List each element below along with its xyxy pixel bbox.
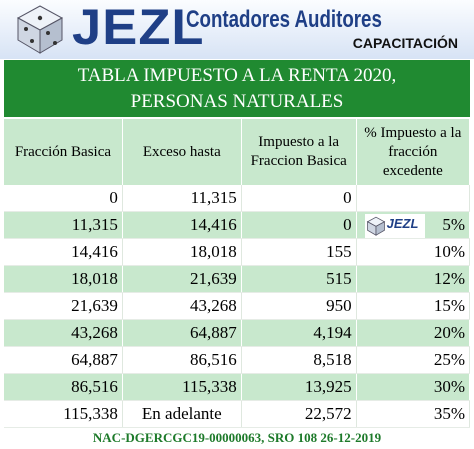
table-row: 115,338 En adelante 22,572 35% — [4, 400, 471, 428]
cell-fraccion: 86,516 — [4, 373, 123, 401]
cell-porcentaje: 10% — [356, 238, 471, 266]
cell-exceso: 64,887 — [122, 319, 242, 347]
header-banner: JEZL Contadores Auditores CAPACITACIÓN — [0, 0, 474, 59]
cell-porcentaje: 5% — [442, 215, 465, 234]
dice-logo-icon — [366, 216, 385, 236]
brand-name: JEZL — [72, 0, 205, 55]
table-row: 86,516 115,338 13,925 30% — [4, 373, 471, 401]
watermark-text: JEZL — [386, 216, 419, 231]
header-exceso-hasta: Exceso hasta — [122, 119, 242, 185]
table-row: 11,315 14,416 0 JEZL 5% — [4, 211, 471, 239]
header-impuesto-fraccion: Impuesto a la Fraccion Basica — [241, 119, 357, 185]
header-fraccion-basica: Fracción Basica — [4, 119, 123, 185]
watermark-logo: JEZL — [364, 214, 425, 238]
cell-impuesto: 4,194 — [241, 319, 357, 347]
cell-fraccion: 21,639 — [4, 292, 123, 320]
table-title: TABLA IMPUESTO A LA RENTA 2020, PERSONAS… — [4, 60, 470, 117]
cell-fraccion: 64,887 — [4, 346, 123, 374]
legal-reference: NAC-DGERCGC19-00000063, SRO 108 26-12-20… — [92, 430, 382, 445]
cell-porcentaje-with-watermark: JEZL 5% — [356, 211, 471, 239]
header-porcentaje-excedente: % Impuesto a la fracción excedente — [356, 119, 471, 185]
table-row: 21,639 43,268 950 15% — [4, 292, 471, 320]
cell-impuesto: 950 — [241, 292, 357, 320]
cell-fraccion: 0 — [4, 185, 123, 212]
cell-impuesto: 0 — [241, 211, 357, 239]
cell-porcentaje: 20% — [356, 319, 471, 347]
cell-impuesto: 22,572 — [241, 400, 357, 428]
cell-fraccion: 43,268 — [4, 319, 123, 347]
table-row: 14,416 18,018 155 10% — [4, 238, 471, 266]
cell-impuesto: 155 — [241, 238, 357, 266]
table-row: 43,268 64,887 4,194 20% — [4, 319, 471, 347]
cell-porcentaje: 30% — [356, 373, 471, 401]
title-line-1: TABLA IMPUESTO A LA RENTA 2020, — [77, 65, 397, 86]
tax-table: Fracción Basica Exceso hasta Impuesto a … — [4, 119, 471, 428]
cell-fraccion: 115,338 — [4, 400, 123, 428]
firm-name: Contadores Auditores — [186, 6, 382, 33]
dice-logo-icon — [16, 5, 64, 54]
cell-porcentaje — [356, 185, 471, 212]
cell-fraccion: 11,315 — [4, 211, 123, 239]
table-row: 64,887 86,516 8,518 25% — [4, 346, 471, 374]
table-header-row: Fracción Basica Exceso hasta Impuesto a … — [4, 119, 471, 185]
cell-exceso: 43,268 — [122, 292, 242, 320]
cell-impuesto: 13,925 — [241, 373, 357, 401]
cell-exceso: 21,639 — [122, 265, 242, 293]
cell-porcentaje: 15% — [356, 292, 471, 320]
cell-fraccion: 14,416 — [4, 238, 123, 266]
cell-exceso: 115,338 — [122, 373, 242, 401]
cell-exceso: 18,018 — [122, 238, 242, 266]
cell-impuesto: 8,518 — [241, 346, 357, 374]
cell-exceso: 11,315 — [122, 185, 242, 212]
cell-exceso: En adelante — [122, 400, 242, 428]
cell-porcentaje: 35% — [356, 400, 471, 428]
title-line-2: PERSONAS NATURALES — [130, 91, 344, 112]
table-row: 18,018 21,639 515 12% — [4, 265, 471, 293]
course-label: CAPACITACIÓN — [352, 35, 458, 51]
cell-exceso: 86,516 — [122, 346, 242, 374]
cell-porcentaje: 25% — [356, 346, 471, 374]
cell-exceso: 14,416 — [122, 211, 242, 239]
cell-porcentaje: 12% — [356, 265, 471, 293]
cell-impuesto: 515 — [241, 265, 357, 293]
cell-fraccion: 18,018 — [4, 265, 123, 293]
cell-impuesto: 0 — [241, 185, 357, 212]
table-row: 0 11,315 0 — [4, 185, 471, 212]
